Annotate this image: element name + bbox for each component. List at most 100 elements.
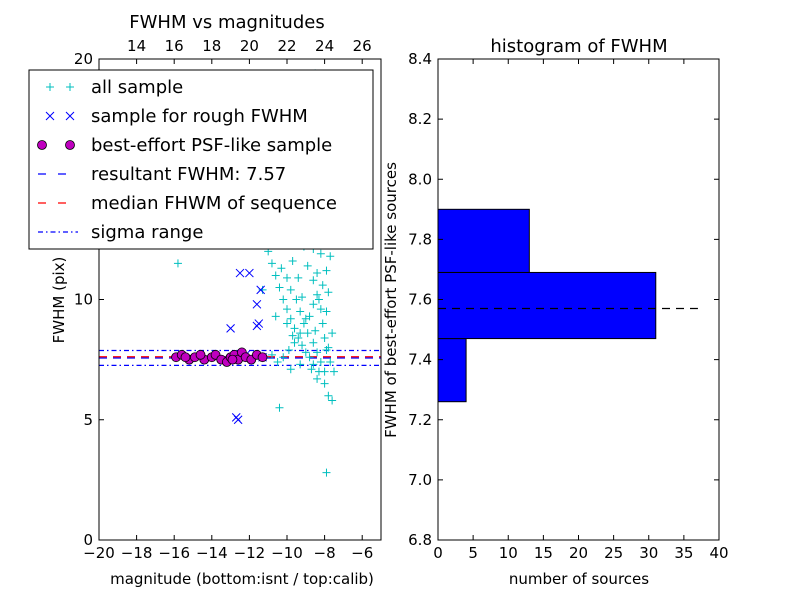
y-tick-label: 20 [74,50,93,68]
y-tick-label: 8.2 [408,110,432,128]
point-all-sample-52 [326,252,335,261]
point-all-sample-30 [320,333,329,342]
legend-marker-circle [37,140,47,150]
x-tick-label: −18 [121,544,153,562]
top-tick-label: 26 [353,37,372,55]
point-psf-sample-19 [227,354,238,365]
point-all-sample-67 [309,338,318,347]
x-tick-label: −6 [351,544,373,562]
x-tick-label: −12 [234,544,266,562]
point-all-sample-70 [296,307,305,316]
y-tick-label: 0 [83,531,93,549]
legend-entries: all sample sample for rough FWHM best-effo… [37,77,337,243]
legend-marker-plus [46,83,54,91]
x-tick-label: −10 [271,544,303,562]
right-y-ticks: 6.8 7.0 7.2 7.4 7.6 7.8 8.0 8.2 8.4 [408,50,719,549]
y-tick-label: 5 [83,411,93,429]
legend-marker-plus [66,83,74,91]
point-all-sample-15 [279,295,288,304]
point-all-sample-81 [286,365,295,374]
left-x-ticks: −20 −18 −16 −14 −12 −10 −8 −6 [83,535,373,562]
point-all-sample-57 [301,314,310,323]
right-y-axis-label: FWHM of best-effort PSF-like sources [382,162,400,438]
x-tick-label: −20 [83,544,115,562]
point-all-sample-101 [271,312,280,321]
legend-label: best-effort PSF-like sample [91,135,332,156]
point-psf-sample-18 [180,352,191,363]
point-all-sample-60 [284,346,293,355]
top-tick-label: 14 [127,37,146,55]
point-all-sample-66 [313,348,322,357]
legend-label: sample for rough FWHM [91,106,308,127]
left-top-ticks: 14 16 18 20 22 24 26 [127,37,372,64]
point-all-sample-0 [173,259,182,268]
point-rough-sample-2 [256,285,266,295]
legend-box [28,69,374,250]
point-rough-sample-0 [235,268,245,278]
y-tick-label: 7.2 [408,411,432,429]
y-tick-label: 6.8 [408,531,432,549]
point-all-sample-59 [290,338,299,347]
y-tick-label: 7.0 [408,471,432,489]
point-all-sample-9 [301,348,310,357]
point-all-sample-100 [258,285,267,294]
point-all-sample-73 [283,273,291,282]
y-tick-label: 7.4 [408,351,432,369]
point-all-sample-68 [303,329,312,338]
x-tick-label: 30 [639,544,658,562]
point-all-sample-37 [294,273,303,282]
point-all-sample-71 [292,295,301,304]
left-chart-title: FWHM vs magnitudes [129,12,324,33]
legend: all sample sample for rough FWHM best-effo… [28,69,374,250]
point-all-sample-75 [283,319,291,328]
histogram-bar-0 [437,338,467,403]
point-rough-sample-1 [245,268,254,278]
legend-marker-circle [65,140,75,150]
y-tick-label: 7.6 [408,291,432,309]
top-tick-label: 18 [202,37,221,55]
point-all-sample-76 [288,331,297,340]
x-tick-label: 35 [674,544,693,562]
point-psf-sample-16 [257,352,268,363]
left-y-axis-label: FWHM (pix) [50,257,68,344]
point-all-sample-28 [316,305,325,314]
point-all-sample-29 [318,319,327,328]
point-all-sample-58 [296,329,305,338]
point-all-sample-34 [311,326,320,335]
point-all-sample-18 [267,259,276,268]
top-tick-label: 22 [277,37,296,55]
point-all-sample-80 [296,360,305,369]
point-all-sample-55 [314,295,323,304]
point-all-sample-3 [328,396,337,405]
x-tick-label: 10 [499,544,518,562]
point-all-sample-25 [303,261,312,270]
legend-label: resultant FWHM: 7.57 [91,164,286,185]
point-all-sample-69 [299,319,308,328]
y-tick-label: 10 [74,291,93,309]
point-all-sample-61 [279,353,288,362]
legend-marker-x [45,111,55,121]
point-all-sample-96 [322,307,331,316]
point-all-sample-95 [324,288,333,297]
x-tick-label: 15 [534,544,553,562]
right-x-ticks: 0 5 10 15 20 25 30 35 40 [433,59,729,562]
y-tick-label: 8.4 [408,50,432,68]
legend-marker-x [65,111,75,121]
point-all-sample-79 [307,365,316,374]
point-psf-sample-17 [195,349,206,360]
point-all-sample-32 [326,358,335,367]
top-tick-label: 16 [165,37,184,55]
point-all-sample-54 [318,281,327,290]
x-tick-label: 20 [569,544,588,562]
point-rough-sample-8 [233,415,243,425]
right-subplot: 0 5 10 15 20 25 30 35 40 6.8 7.0 7.2 7.4 7.6 7.8 8.0 8.… [382,36,729,588]
point-all-sample-56 [309,300,318,309]
top-tick-label: 24 [315,37,334,55]
point-all-sample-72 [286,285,295,294]
histogram-bar-1 [437,271,657,340]
point-all-sample-97 [328,329,337,338]
point-all-sample-26 [309,276,318,285]
point-all-sample-5 [320,379,329,388]
x-tick-label: 0 [433,544,443,562]
